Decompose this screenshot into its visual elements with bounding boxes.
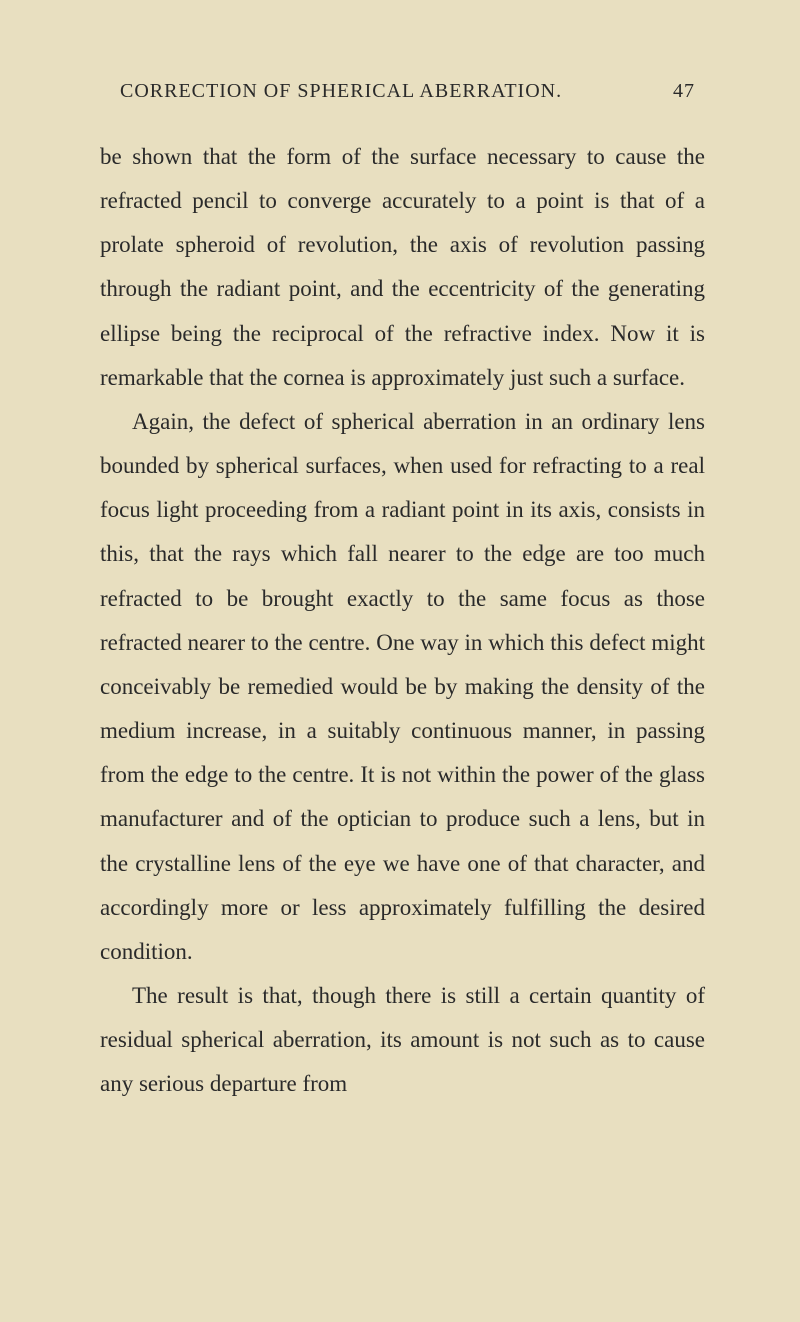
paragraph-3: The result is that, though there is stil… — [100, 974, 705, 1106]
paragraph-1: be shown that the form of the surface ne… — [100, 135, 705, 400]
page-number: 47 — [673, 80, 695, 103]
header-title: CORRECTION OF SPHERICAL ABERRATION. — [120, 80, 562, 102]
paragraph-2: Again, the defect of spherical aberratio… — [100, 400, 705, 974]
body-text: be shown that the form of the surface ne… — [100, 135, 705, 1106]
page-header: CORRECTION OF SPHERICAL ABERRATION. 47 — [100, 80, 705, 103]
